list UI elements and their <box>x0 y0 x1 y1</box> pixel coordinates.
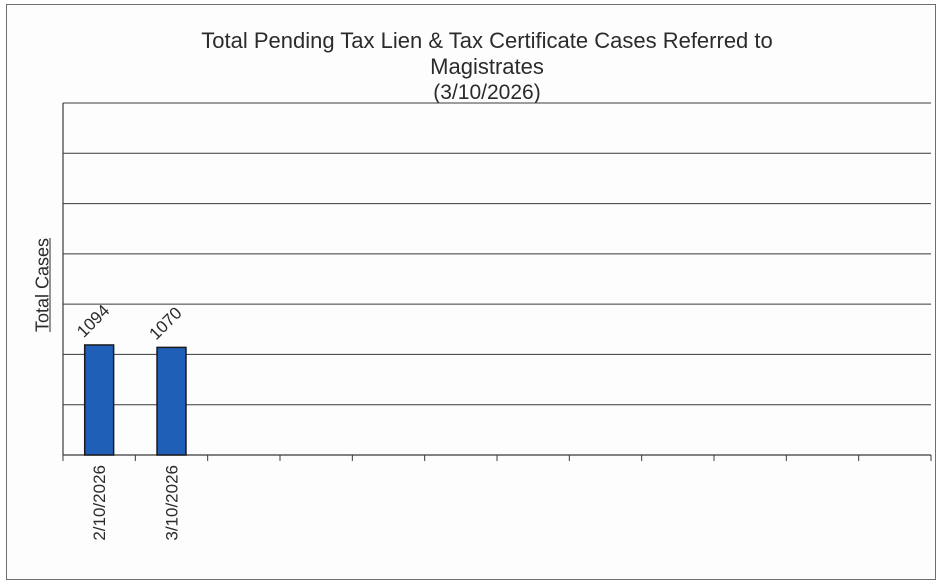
x-tick-label: 3/10/2026 <box>163 465 182 541</box>
data-label: 1070 <box>146 303 186 343</box>
chart-subtitle: (3/10/2026) <box>433 81 541 104</box>
data-labels: 1094 1070 <box>73 301 186 344</box>
plot-area: 1094 1070 2/10/2026 3/10/2026 <box>62 102 932 541</box>
chart-title-line-1: Total Pending Tax Lien & Tax Certificate… <box>201 28 773 53</box>
x-tick-labels: 2/10/2026 3/10/2026 <box>90 465 181 541</box>
data-label: 1094 <box>73 301 113 341</box>
bar <box>156 346 187 456</box>
chart-title-line-2: Magistrates <box>430 54 544 79</box>
bar <box>83 344 115 456</box>
axes <box>62 103 932 461</box>
bars <box>83 344 187 456</box>
x-tick-label: 2/10/2026 <box>90 465 109 541</box>
chart-frame: Total Pending Tax Lien & Tax Certificate… <box>6 4 936 580</box>
gridlines <box>63 102 931 456</box>
